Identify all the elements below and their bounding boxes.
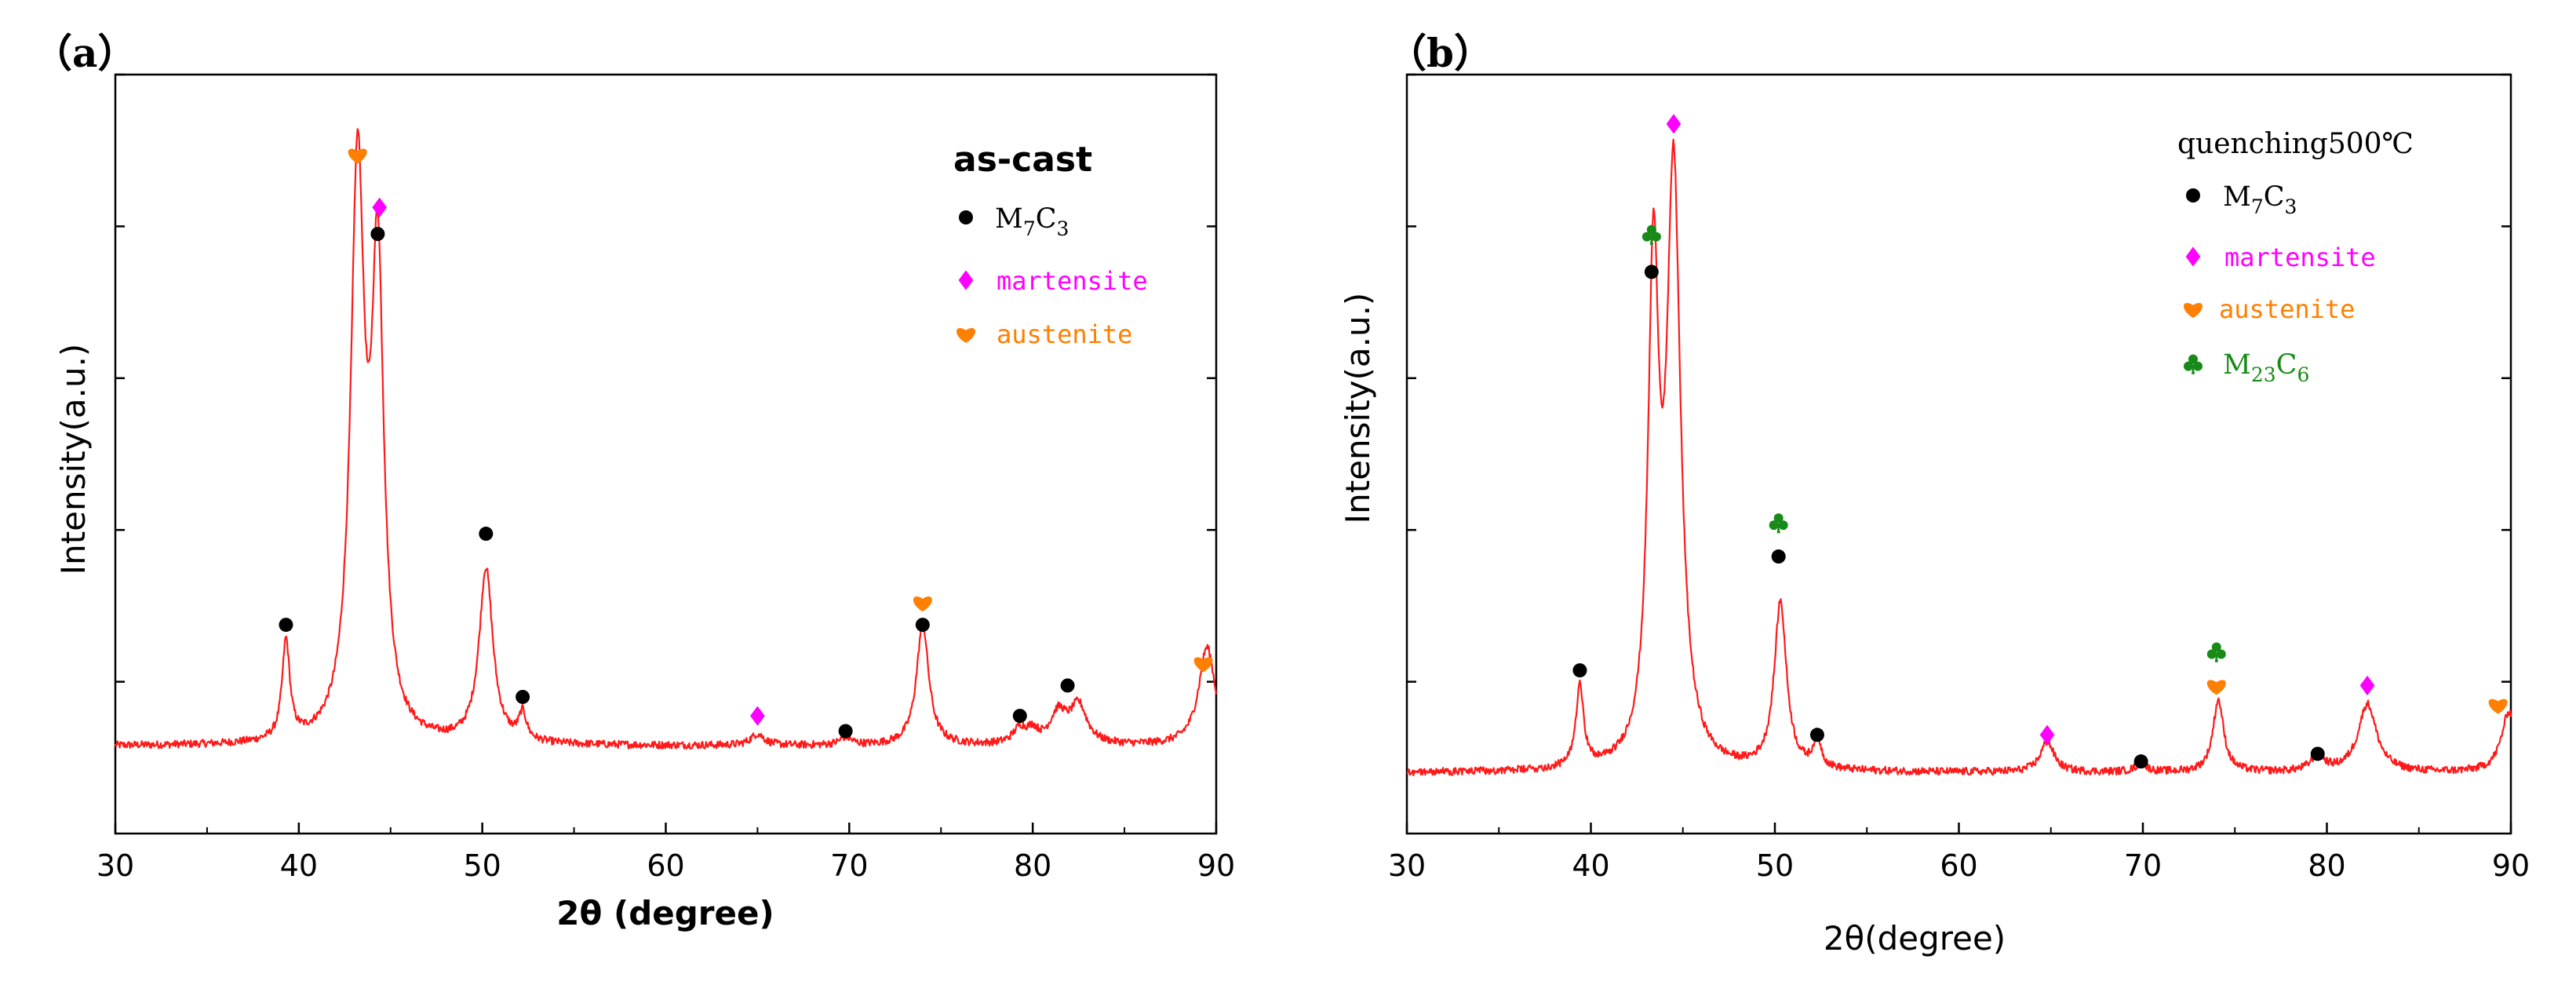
legend-symbol [2184,354,2203,374]
panel-b-label: （b） [1387,30,1493,76]
legend-title: as-cast [953,140,1092,180]
marker-austenite-icon [2206,680,2226,695]
legend-symbol [2186,188,2200,202]
panel-b-chart: 30 40 50 60 70 80 90 2θ(degree) Intensity(a.u.… [1339,73,2530,958]
legend: quenching500℃ M7C3 martensite austenite … [2177,128,2414,386]
legend-symbol [956,327,975,343]
x-tick-label: 40 [1572,848,1609,883]
x-tick-label: 70 [830,848,868,883]
marker-m7c3-icon [1572,663,1587,678]
axis-ticks [114,73,1218,834]
marker-m7c3-icon [1012,709,1027,724]
panel-a-label: （a） [33,30,137,76]
x-tick-labels: 30 40 50 60 70 80 90 [97,848,1235,883]
legend-symbol [2184,302,2203,318]
x-tick-label: 80 [2308,848,2345,883]
marker-m23c6-icon [1641,224,1661,245]
legend-martensite-label: martensite [997,266,1148,296]
legend-m23c6-icon [2184,354,2203,374]
x-tick-label: 90 [1197,848,1235,883]
legend-m23c6-label: M23C6 [2223,349,2309,386]
x-axis-label: 2θ(degree) [1824,919,2006,958]
legend-m7c3-icon [2186,188,2200,202]
marker-m7c3-icon [1771,549,1786,564]
legend-title: quenching500℃ [2177,128,2414,160]
marker-austenite-icon [913,597,932,612]
x-tick-label: 40 [280,848,318,883]
marker-m7c3-icon [2133,754,2148,769]
x-tick-label: 50 [463,848,501,883]
marker-m7c3-icon [479,527,494,542]
x-tick-label: 80 [1014,848,1051,883]
legend-m7c3-label: M7C3 [2223,181,2297,218]
legend-martensite-label: martensite [2224,243,2376,272]
legend-martensite-icon [958,270,974,290]
y-axis-label: Intensity(a.u.) [54,344,93,575]
x-tick-label: 30 [1388,848,1426,883]
legend-symbol [2185,246,2201,267]
legend-martensite-icon [2185,246,2201,267]
panel-a-chart: 30 40 50 60 70 80 90 2θ (degree) Intensity(a.u… [54,73,1235,932]
marker-m7c3-icon [1060,678,1075,693]
marker-austenite-icon [1193,657,1213,673]
legend-austenite-icon [2184,302,2203,318]
peak-markers [1572,114,2508,769]
marker-m23c6-icon [2206,642,2226,662]
x-tick-label: 90 [2492,848,2530,883]
marker-m7c3-icon [838,724,853,739]
marker-martensite-icon [750,706,765,726]
plot-frame [1405,73,2512,835]
marker-m7c3-icon [370,227,385,242]
peak-markers [279,148,1213,739]
legend-austenite-label: austenite [2219,294,2355,324]
x-tick-label: 60 [1940,848,1977,883]
x-tick-label: 50 [1756,848,1794,883]
xrd-trace [1406,138,2512,776]
legend-entry-austenite: austenite [956,319,1132,349]
legend-symbol [959,210,973,224]
marker-martensite-icon [1666,114,1682,134]
marker-m23c6-icon [1769,513,1788,534]
marker-martensite-icon [372,197,388,217]
legend-symbol [958,270,974,290]
x-tick-label: 70 [2124,848,2162,883]
axis-ticks [1405,73,2512,834]
legend-entry-m7c3: M7C3 [959,203,1069,240]
marker-m7c3-icon [2310,746,2325,761]
xrd-trace [114,128,1218,750]
marker-martensite-icon [2039,724,2055,745]
x-tick-labels: 30 40 50 60 70 80 90 [1388,848,2530,883]
marker-m7c3-icon [915,618,930,633]
legend-m7c3-label: M7C3 [995,203,1069,240]
marker-m7c3-icon [516,689,530,704]
legend-austenite-label: austenite [997,319,1132,349]
legend-entry-martensite: martensite [958,266,1148,296]
x-tick-label: 30 [97,848,134,883]
legend-m7c3-icon [959,210,973,224]
y-axis-label: Intensity(a.u.) [1339,293,1377,524]
legend-entry-m23c6: M23C6 [2184,349,2309,386]
marker-m7c3-icon [1809,728,1824,742]
x-tick-label: 60 [647,848,684,883]
legend-austenite-icon [956,327,975,343]
legend: as-cast M7C3 martensite austenite [953,140,1148,349]
marker-m7c3-icon [1644,265,1659,279]
marker-austenite-icon [348,148,367,164]
x-axis-label: 2θ (degree) [556,894,774,932]
legend-entry-m7c3: M7C3 [2186,181,2297,218]
marker-m7c3-icon [279,618,293,633]
legend-entry-austenite: austenite [2184,294,2355,324]
marker-austenite-icon [2488,699,2508,714]
legend-entry-martensite: martensite [2185,243,2376,272]
marker-martensite-icon [2359,675,2375,696]
